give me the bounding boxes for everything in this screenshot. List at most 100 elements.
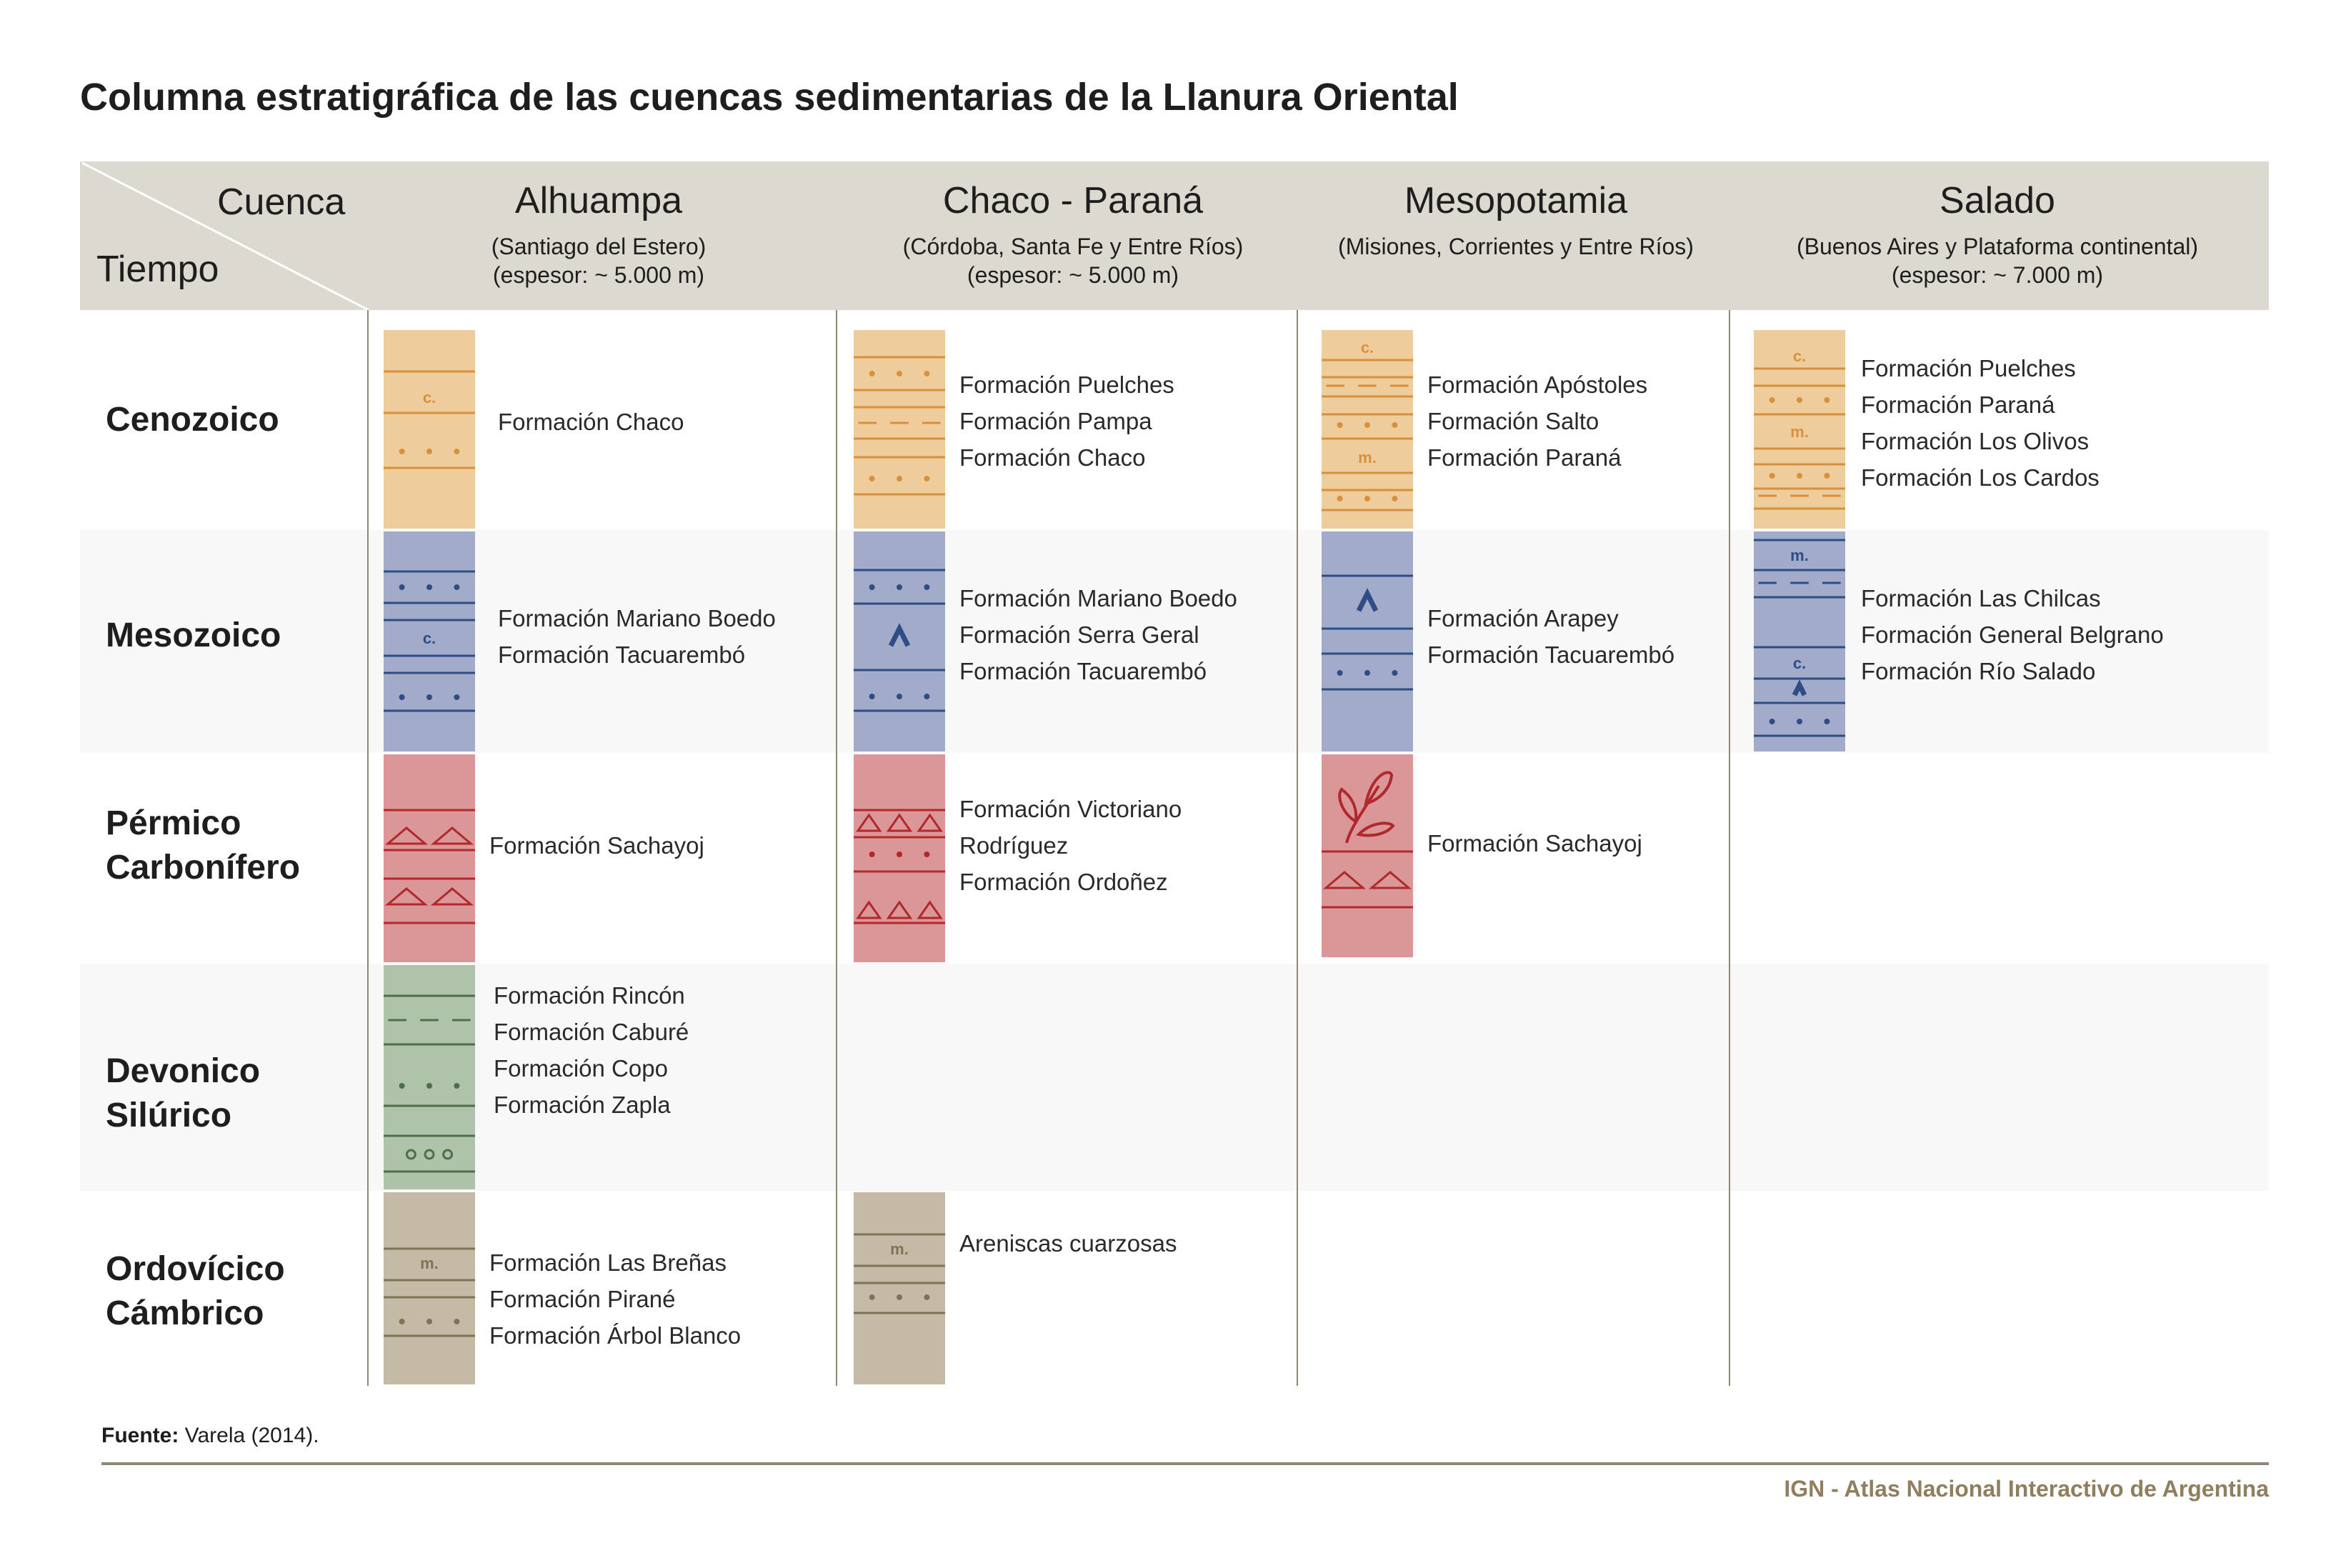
breccia-triangle-icon [1368,871,1412,889]
credit-line: IGN - Atlas Nacional Interactivo de Arge… [1784,1476,2269,1502]
era-label: Pérmico [106,804,241,842]
sand-dot-icon [454,694,460,700]
formations-alhuampa-permico: Formación Sachayoj [489,827,704,864]
conglomerate-symbol: c. [423,389,436,406]
sand-dot-icon [1824,397,1830,403]
strata-block-ordovicico [854,1192,945,1384]
conglomerate-symbol: c. [1361,339,1374,356]
sand-dot-icon [399,584,405,590]
formation-label: Formación Copo [494,1055,668,1082]
column-divider [836,310,837,1386]
source-text: Varela (2014). [184,1424,319,1447]
formation-label: Formación Ordoñez [959,869,1168,895]
sand-dot-icon [1824,719,1830,724]
sand-dot-icon [924,584,930,590]
formation-label: Formación Tacuarembó [498,641,746,668]
formations-alhuampa-devonico: Formación Rincón Formación Caburé Formac… [494,977,689,1123]
table-header [80,161,2269,310]
basin-info-alhuampa: (Santiago del Estero) (espesor: ~ 5.000 … [491,232,707,289]
era-devonico-silurico: Devonico Silúrico [106,1049,260,1138]
formation-label: Formación Mariano Boedo [498,605,776,631]
marl-symbol: m. [1358,449,1377,466]
formation-label: Formación Sachayoj [1427,830,1642,857]
plant-leaf-icon [1338,787,1358,824]
sand-dot-icon [1769,719,1775,724]
era-permico-carbonifero: Pérmico Carbonífero [106,802,300,890]
strata-block-mesozoico [854,531,945,751]
sand-dot-icon [869,694,875,699]
formation-label: Formación Chaco [498,409,684,435]
formation-label: Formación General Belgrano [1861,621,2164,648]
sand-dot-icon [454,449,460,454]
sand-dot-icon [1392,422,1398,428]
plant-leaf-icon [1364,771,1394,806]
sand-dot-icon [897,584,902,590]
basin-name-alhuampa: Alhuampa [514,180,683,221]
strata-block-ordovicico [384,1192,475,1384]
basin-name-salado: Salado [1940,180,2055,221]
sand-dot-icon [897,1294,902,1300]
era-label: Silúrico [106,1097,232,1134]
breccia-triangle-icon [917,900,943,919]
formation-label: Formación Las Chilcas [1861,585,2101,611]
basin-name-chaco-parana: Chaco - Paraná [942,180,1204,221]
basin-thickness: (espesor: ~ 5.000 m) [967,262,1179,288]
sand-dot-icon [399,449,405,454]
sand-dot-icon [924,1294,930,1300]
formations-alhuampa-mesozoico: Formación Mariano Boedo Formación Tacuar… [498,600,776,673]
formation-label: Formación Puelches [1861,355,2076,381]
basin-info-salado: (Buenos Aires y Plataforma continental) … [1797,232,2198,289]
sand-dot-icon [454,1083,460,1089]
formation-label: Formación Tacuarembó [1427,641,1675,668]
formations-chaco-permico: Formación Victoriano Rodríguez Formación… [959,791,1182,900]
sand-dot-icon [1797,473,1802,479]
pebble-circle-icon [442,1149,454,1160]
sand-dot-icon [897,694,902,699]
sand-dot-icon [1797,397,1802,403]
era-cenozoico: Cenozoico [106,398,279,442]
header-cuenca-label: Cuenca [217,181,346,223]
source-label: Fuente: [101,1424,179,1447]
pebble-circle-icon [424,1149,435,1160]
era-label: Mesozoico [106,616,281,654]
basin-info-mesopotamia: (Misiones, Corrientes y Entre Ríos) [1338,232,1694,261]
formation-label: Formación Caburé [494,1019,689,1045]
strata-block-mesozoico [1754,531,1845,751]
sand-dot-icon [1392,496,1398,501]
sand-dot-icon [1337,670,1343,676]
footer-divider [101,1462,2269,1465]
sand-dot-icon [1364,496,1370,501]
sand-dot-icon [897,476,902,481]
sand-dot-icon [1337,496,1343,501]
sand-dot-icon [426,694,432,700]
sand-dot-icon [1769,397,1775,403]
basin-region: (Buenos Aires y Plataforma continental) [1796,234,2199,259]
era-mesozoico: Mesozoico [106,614,281,658]
breccia-triangle-icon [917,813,943,832]
sand-dot-icon [869,584,875,590]
strata-block-cenozoico [1322,330,1413,529]
sand-dot-icon [869,1294,875,1300]
sand-dot-icon [1364,670,1370,676]
page-title: Columna estratigráfica de las cuencas se… [80,76,1459,119]
formation-label: Formación Los Cardos [1861,464,2100,491]
formation-label: Formación Pirané [489,1286,676,1312]
formation-label: Formación Rincón [494,982,685,1009]
formation-label: Formación Victoriano [959,796,1182,822]
sand-dot-icon [426,1319,432,1324]
breccia-triangle-icon [1322,871,1367,889]
formations-salado-cenozoico: Formación Puelches Formación Paraná Form… [1861,350,2100,496]
formation-label: Formación Las Breñas [489,1249,727,1276]
header-tiempo-label: Tiempo [96,249,219,290]
formation-label: Formación Arapey [1427,605,1619,631]
strata-block-mesozoico [384,531,475,751]
basin-thickness: (espesor: ~ 5.000 m) [492,262,705,288]
basalt-caret-icon [888,623,911,647]
formation-label: Formación Salto [1427,408,1599,434]
strata-block-permico [854,754,945,962]
basin-region: (Córdoba, Santa Fe y Entre Ríos) [902,234,1244,259]
marl-symbol: m. [1790,546,1809,564]
marl-symbol: m. [420,1254,439,1272]
sand-dot-icon [454,1319,460,1324]
